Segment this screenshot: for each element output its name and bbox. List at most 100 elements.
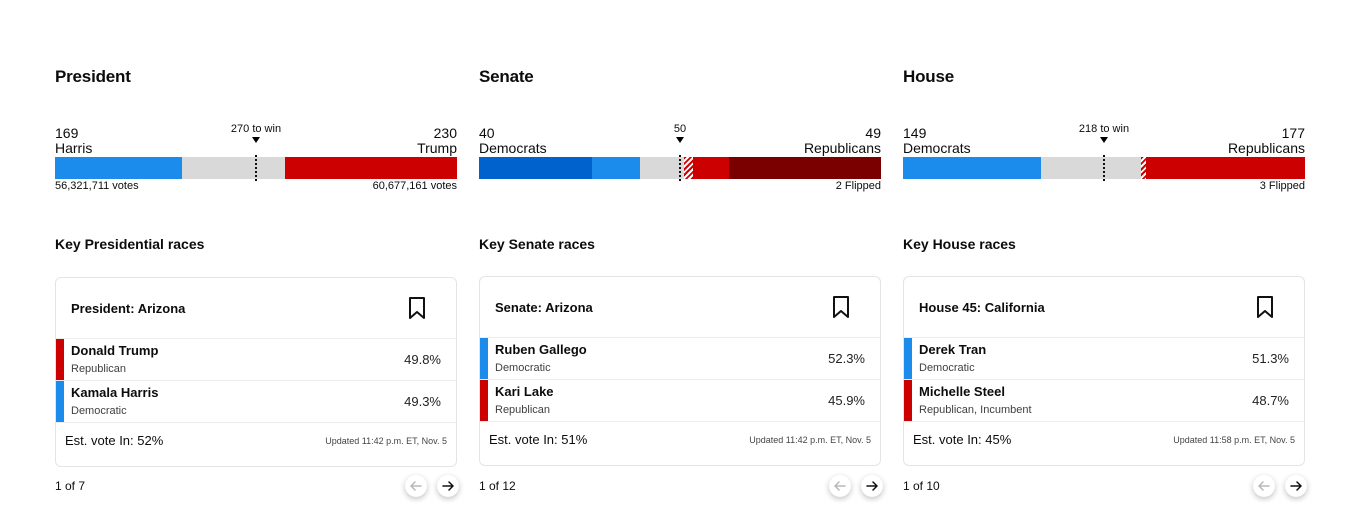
flipped-count: 3 Flipped — [1259, 180, 1305, 192]
bookmark-icon[interactable] — [832, 296, 850, 318]
updated-time: Updated 11:42 p.m. ET, Nov. 5 — [749, 435, 871, 445]
candidate-party: Republican — [495, 404, 551, 416]
tally-header: 40 Democrats 50 49 Republicans — [479, 123, 881, 156]
right-tally: 49 Republicans — [804, 126, 881, 156]
race-card[interactable]: President: Arizona Donald Trump Republic… — [55, 277, 457, 467]
right-tally: 230 Trump — [417, 126, 457, 156]
race-card-header: Senate: Arizona — [480, 277, 880, 338]
key-races-title: Key House races — [903, 236, 1016, 252]
candidate-row[interactable]: Derek Tran Democratic 51.3% — [904, 338, 1304, 380]
bookmark-icon[interactable] — [1256, 296, 1274, 318]
race-card-header: House 45: California — [904, 277, 1304, 338]
candidate-name: Michelle Steel — [919, 384, 1005, 399]
dem-held-segment — [479, 157, 592, 179]
rep-held-segment — [729, 157, 881, 179]
race-card-footer: Est. vote In: 52% Updated 11:42 p.m. ET,… — [56, 425, 456, 465]
arrow-right-icon — [866, 481, 878, 491]
left-count: 169 — [55, 125, 79, 141]
candidate-name: Ruben Gallego — [495, 342, 587, 357]
candidate-row[interactable]: Kari Lake Republican 45.9% — [480, 380, 880, 422]
win-marker-icon — [676, 137, 684, 143]
race-card[interactable]: Senate: Arizona Ruben Gallego Democratic… — [479, 276, 881, 466]
rep-party-strip — [904, 380, 912, 421]
senate-section: Senate 40 Democrats 50 49 Republicans 2 … — [479, 0, 883, 529]
candidate-party: Democratic — [919, 362, 975, 374]
left-count: 40 — [479, 125, 495, 141]
rep-flipped-segment — [684, 157, 693, 179]
arrow-right-icon — [1290, 481, 1302, 491]
left-name: Harris — [55, 140, 93, 156]
rep-party-strip — [480, 380, 488, 421]
dem-party-strip — [480, 338, 488, 379]
candidate-row[interactable]: Michelle Steel Republican, Incumbent 48.… — [904, 380, 1304, 422]
dem-party-strip — [56, 381, 64, 422]
candidate-row[interactable]: Ruben Gallego Democratic 52.3% — [480, 338, 880, 380]
win-line — [1103, 155, 1105, 181]
rep-seats-segment — [1146, 157, 1305, 179]
win-marker-icon — [252, 137, 260, 143]
right-name: Trump — [417, 140, 457, 156]
candidate-name: Derek Tran — [919, 342, 987, 357]
race-card[interactable]: House 45: California Derek Tran Democrat… — [903, 276, 1305, 466]
candidate-row[interactable]: Donald Trump Republican 49.8% — [56, 339, 456, 381]
right-votes: 60,677,161 votes — [372, 180, 457, 192]
win-marker-icon — [1100, 137, 1108, 143]
est-vote-in: Est. vote In: 45% — [913, 432, 1012, 447]
right-count: 177 — [1281, 125, 1305, 141]
candidate-percent: 48.7% — [1252, 393, 1289, 408]
win-line — [679, 155, 681, 181]
rep-won-segment — [693, 157, 729, 179]
race-name: House 45: California — [919, 300, 1045, 315]
carousel-pager: 1 of 10 — [903, 479, 940, 493]
candidate-row[interactable]: Kamala Harris Democratic 49.3% — [56, 381, 456, 423]
race-name: President: Arizona — [71, 301, 186, 316]
candidate-percent: 51.3% — [1252, 351, 1289, 366]
race-name: Senate: Arizona — [495, 300, 593, 315]
key-races-title: Key Presidential races — [55, 236, 205, 252]
race-card-footer: Est. vote In: 51% Updated 11:42 p.m. ET,… — [480, 424, 880, 464]
candidate-percent: 45.9% — [828, 393, 865, 408]
seat-bar — [903, 155, 1305, 181]
race-card-header: President: Arizona — [56, 278, 456, 339]
win-threshold-label: 218 to win — [1078, 123, 1130, 135]
house-section: House 149 Democrats 218 to win 177 Repub… — [903, 0, 1307, 529]
next-button[interactable] — [1285, 475, 1307, 497]
prev-button[interactable] — [829, 475, 851, 497]
bookmark-icon[interactable] — [408, 297, 426, 319]
candidate-percent: 49.3% — [404, 394, 441, 409]
arrow-left-icon — [834, 481, 846, 491]
left-name: Democrats — [903, 140, 971, 156]
seat-bar — [479, 155, 881, 181]
right-count: 230 — [433, 125, 457, 141]
right-name: Republicans — [1227, 140, 1305, 156]
prev-button[interactable] — [405, 475, 427, 497]
candidate-percent: 52.3% — [828, 351, 865, 366]
candidate-party: Republican — [71, 363, 127, 375]
left-name: Democrats — [479, 140, 547, 156]
updated-time: Updated 11:58 p.m. ET, Nov. 5 — [1173, 435, 1295, 445]
arrow-left-icon — [410, 481, 422, 491]
candidate-name: Kari Lake — [495, 384, 554, 399]
left-count: 149 — [903, 125, 927, 141]
candidate-name: Donald Trump — [71, 343, 159, 358]
tally-header: 149 Democrats 218 to win 177 Republicans — [903, 123, 1305, 156]
left-tally: 40 Democrats — [479, 126, 547, 156]
dem-seats-segment — [55, 157, 182, 179]
next-button[interactable] — [437, 475, 459, 497]
candidate-party: Democratic — [71, 405, 127, 417]
next-button[interactable] — [861, 475, 883, 497]
carousel-pager: 1 of 7 — [55, 479, 86, 493]
updated-time: Updated 11:42 p.m. ET, Nov. 5 — [325, 436, 447, 446]
win-threshold-label: 270 to win — [230, 123, 282, 135]
win-threshold-label: 50 — [673, 123, 687, 135]
tally-header: 169 Harris 270 to win 230 Trump — [55, 123, 457, 156]
right-count: 49 — [865, 125, 881, 141]
est-vote-in: Est. vote In: 52% — [65, 433, 164, 448]
prev-button[interactable] — [1253, 475, 1275, 497]
section-title: Senate — [479, 67, 534, 86]
win-line — [255, 155, 257, 181]
race-card-footer: Est. vote In: 45% Updated 11:58 p.m. ET,… — [904, 424, 1304, 464]
candidate-name: Kamala Harris — [71, 385, 159, 400]
arrow-left-icon — [1258, 481, 1270, 491]
candidate-percent: 49.8% — [404, 352, 441, 367]
